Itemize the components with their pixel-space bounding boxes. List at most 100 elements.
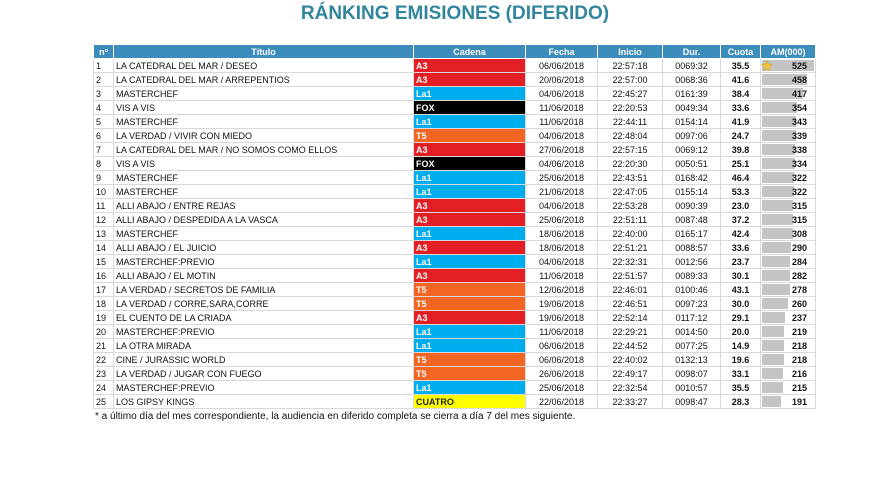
table-cell: 8: [93, 156, 114, 171]
table-cell: 28.3: [720, 394, 761, 409]
table-cell: 0087:48: [662, 212, 721, 227]
table-cell: 41.6: [720, 72, 761, 87]
audience-bar: [762, 102, 798, 113]
table-cell: 21: [93, 338, 114, 353]
table-cell: 30.1: [720, 268, 761, 283]
table-cell: 22:32:31: [597, 254, 663, 269]
audience-value: 282: [791, 270, 807, 281]
table-cell: 19.6: [720, 352, 761, 367]
table-cell: 0069:12: [662, 142, 721, 157]
audience-bar: [762, 354, 784, 365]
audience-value: 339: [791, 130, 807, 141]
table-cell: 0098:07: [662, 366, 721, 381]
table-cell: 04/06/2018: [525, 86, 598, 101]
audience-bar: [762, 158, 796, 169]
table-row: 24 MASTERCHEF:PREVIO La1 25/06/2018 22:32:54…: [93, 380, 816, 395]
table-cell: 0154:14: [662, 114, 721, 129]
channel-cell: La1: [413, 184, 526, 199]
table-cell: MASTERCHEF:PREVIO: [113, 324, 414, 339]
table-cell: 22:45:27: [597, 86, 663, 101]
audience-value: 278: [791, 284, 807, 295]
audience-value: 237: [791, 312, 807, 323]
audience-cell: 339: [760, 128, 816, 143]
audience-cell: 216: [760, 366, 816, 381]
channel-cell: A3: [413, 240, 526, 255]
audience-cell: 219: [760, 324, 816, 339]
table-cell: 22:40:00: [597, 226, 663, 241]
audience-cell: 315: [760, 212, 816, 227]
table-cell: LA VERDAD / CORRE,SARA,CORRE: [113, 296, 414, 311]
table-cell: 0097:23: [662, 296, 721, 311]
channel-cell: A3: [413, 268, 526, 283]
table-cell: 22:57:15: [597, 142, 663, 157]
column-header: Inicio: [597, 44, 663, 59]
channel-cell: T5: [413, 366, 526, 381]
table-row: 6 LA VERDAD / VIVIR CON MIEDO T5 04/06/2018…: [93, 128, 816, 143]
table-cell: 0088:57: [662, 240, 721, 255]
channel-cell: T5: [413, 296, 526, 311]
audience-value: 215: [791, 382, 807, 393]
table-row: 21 LA OTRA MIRADA La1 06/06/2018 22:44:52 007…: [93, 338, 816, 353]
column-header: nº: [93, 44, 114, 59]
table-cell: 38.4: [720, 86, 761, 101]
table-row: 7 LA CATEDRAL DEL MAR / NO SOMOS COMO ELL…: [93, 142, 816, 157]
table-cell: MASTERCHEF: [113, 114, 414, 129]
table-body: 1 LA CATEDRAL DEL MAR / DESEO A3 06/06/2018…: [93, 58, 816, 409]
table-row: 17 LA VERDAD / SECRETOS DE FAMILIA T5 12/06…: [93, 282, 816, 297]
table-cell: 5: [93, 114, 114, 129]
star-icon: [761, 60, 773, 72]
table-cell: 19/06/2018: [525, 296, 598, 311]
audience-bar: [762, 284, 790, 295]
audience-value: 260: [791, 298, 807, 309]
channel-cell: A3: [413, 198, 526, 213]
table-cell: ALLI ABAJO / ENTRE REJAS: [113, 198, 414, 213]
table-cell: LA VERDAD / VIVIR CON MIEDO: [113, 128, 414, 143]
table-cell: 24: [93, 380, 114, 395]
table-cell: 23: [93, 366, 114, 381]
table-cell: 14.9: [720, 338, 761, 353]
audience-value: 354: [791, 102, 807, 113]
channel-cell: La1: [413, 380, 526, 395]
table-cell: 22:20:30: [597, 156, 663, 171]
table-cell: 22:44:52: [597, 338, 663, 353]
table-cell: 22:46:51: [597, 296, 663, 311]
audience-value: 417: [791, 88, 807, 99]
audience-cell: 284: [760, 254, 816, 269]
table-cell: 33.6: [720, 240, 761, 255]
channel-cell: La1: [413, 86, 526, 101]
audience-bar: [762, 214, 794, 225]
table-cell: LA VERDAD / JUGAR CON FUEGO: [113, 366, 414, 381]
table-cell: 22:51:57: [597, 268, 663, 283]
table-row: 1 LA CATEDRAL DEL MAR / DESEO A3 06/06/2018…: [93, 58, 816, 73]
table-cell: 0014:50: [662, 324, 721, 339]
table-cell: 29.1: [720, 310, 761, 325]
table-cell: 0077:25: [662, 338, 721, 353]
table-row: 15 MASTERCHEF:PREVIO La1 04/06/2018 22:32:31…: [93, 254, 816, 269]
table-cell: 06/06/2018: [525, 352, 598, 367]
audience-cell: 354: [760, 100, 816, 115]
table-cell: 22:51:21: [597, 240, 663, 255]
ranking-table: nº Título Cadena Fecha Inicio Dur. Cuota AM(000…: [93, 44, 816, 409]
audience-value: 315: [791, 200, 807, 211]
audience-value: 525: [791, 60, 807, 71]
audience-bar: [762, 256, 791, 267]
audience-value: 290: [791, 242, 807, 253]
audience-cell: 218: [760, 352, 816, 367]
table-cell: 0155:14: [662, 184, 721, 199]
table-row: 22 CINE / JURASSIC WORLD T5 06/06/2018 22:40…: [93, 352, 816, 367]
table-row: 19 EL CUENTO DE LA CRIADA A3 19/06/2018 22:5…: [93, 310, 816, 325]
audience-cell: 338: [760, 142, 816, 157]
table-cell: 24.7: [720, 128, 761, 143]
audience-bar: [762, 228, 793, 239]
column-header: Cuota: [720, 44, 761, 59]
table-row: 9 MASTERCHEF La1 25/06/2018 22:43:51 0168:42 4…: [93, 170, 816, 185]
table-cell: 20.0: [720, 324, 761, 339]
table-cell: 18/06/2018: [525, 226, 598, 241]
table-cell: LA OTRA MIRADA: [113, 338, 414, 353]
audience-cell: 458: [760, 72, 816, 87]
audience-bar: [762, 130, 796, 141]
table-cell: 21/06/2018: [525, 184, 598, 199]
audience-bar: [762, 368, 784, 379]
table-cell: 25: [93, 394, 114, 409]
